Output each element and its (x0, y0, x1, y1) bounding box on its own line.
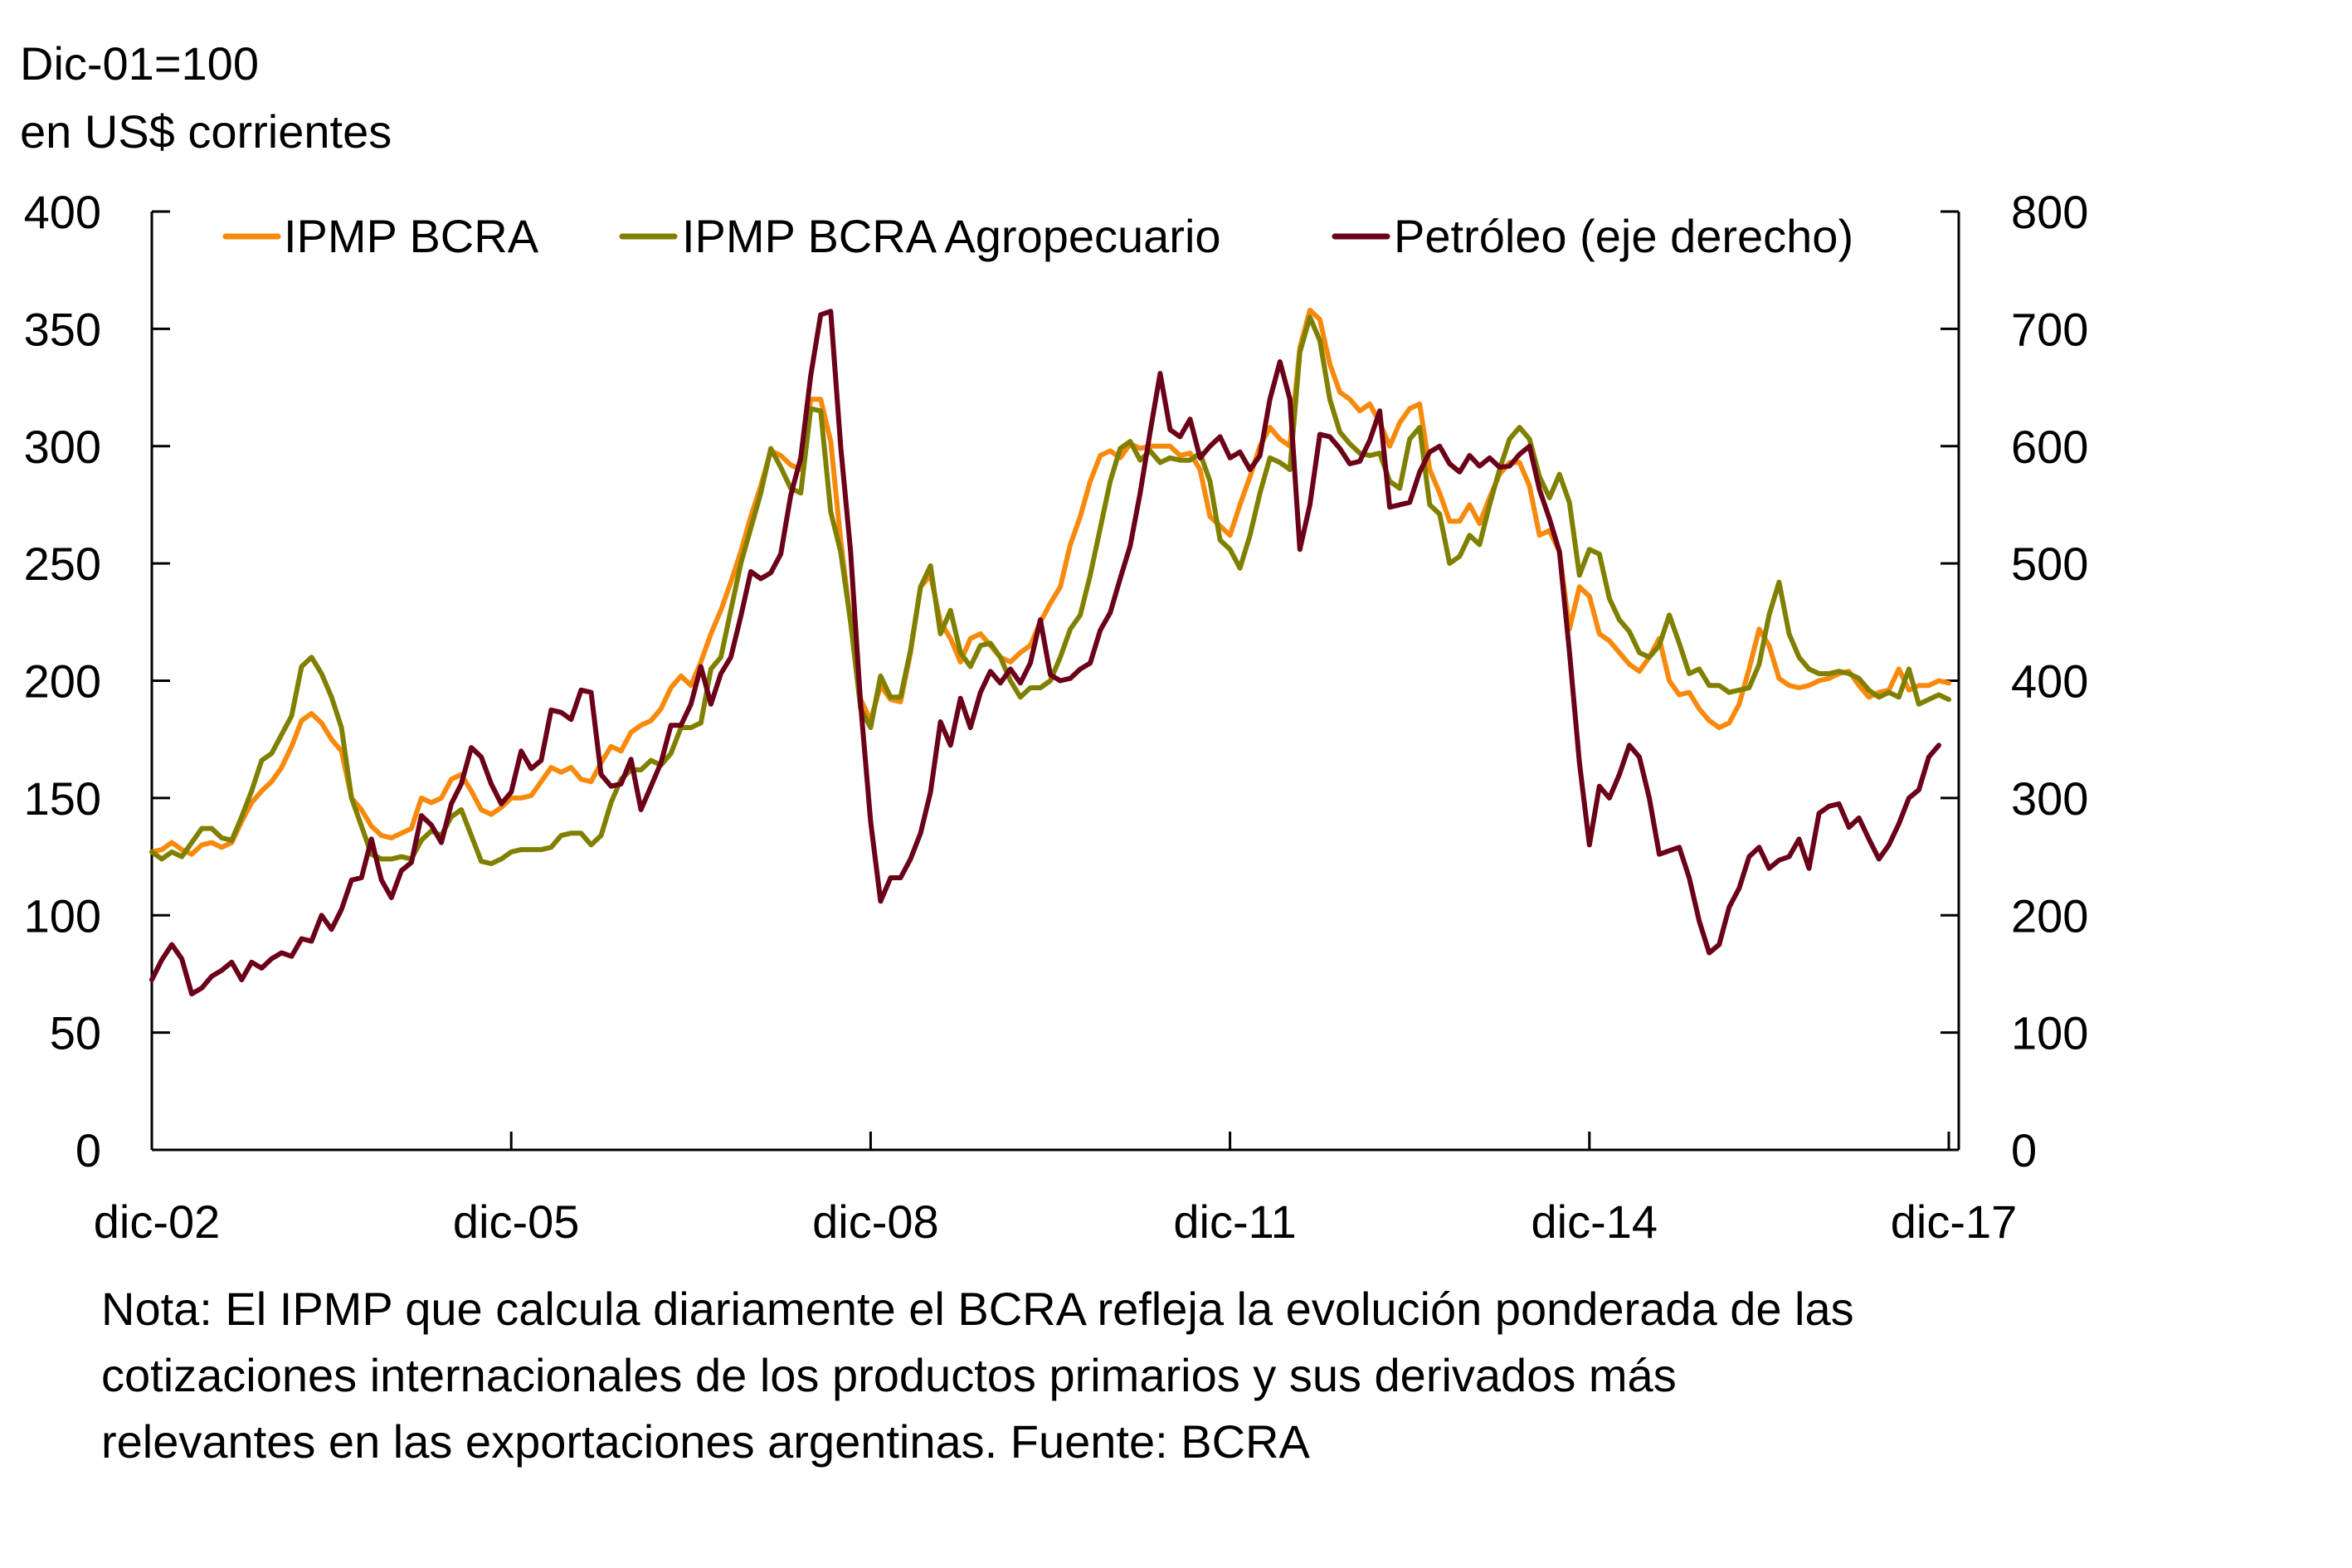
y-left-tick-label: 300 (24, 421, 101, 473)
y-right-tick-label: 200 (2011, 889, 2088, 942)
legend-label: IPMP BCRA (284, 210, 539, 262)
y-left-tick-label: 200 (24, 655, 101, 708)
series-layer (149, 307, 1951, 996)
x-tick-label: dic-17 (1891, 1195, 2018, 1248)
y-left-tick-label: 250 (24, 538, 101, 590)
series-line-ipmp-bcra-agropecuario (149, 314, 1951, 866)
y-left-tick-label: 100 (24, 889, 101, 942)
y-right-tick-label: 600 (2011, 421, 2088, 473)
series-line-petroleo (149, 309, 1941, 996)
y-right-tick-label: 100 (2011, 1007, 2088, 1059)
y-left-tick-label: 0 (75, 1124, 101, 1176)
x-tick-label: dic-02 (94, 1195, 221, 1248)
y-left-tick-label: 350 (24, 303, 101, 355)
y-right-tick-label: 400 (2011, 655, 2088, 708)
chart-note: Nota: El IPMP que calcula diariamente el… (101, 1276, 2175, 1475)
y-right-tick-label: 800 (2011, 186, 2088, 238)
note-line: relevantes en las exportaciones argentin… (101, 1415, 1310, 1468)
y-right-tick-label: 700 (2011, 303, 2088, 355)
y-right-tick-label: 300 (2011, 772, 2088, 825)
series-line-ipmp-bcra (149, 307, 1951, 857)
legend-item: Petróleo (eje derecho) (1332, 210, 1853, 262)
legend-label: Petróleo (eje derecho) (1394, 210, 1853, 262)
y-right-tick-label: 500 (2011, 538, 2088, 590)
y-left-tick-label: 50 (50, 1007, 101, 1059)
x-tick-label: dic-14 (1531, 1195, 1658, 1248)
legend-item: IPMP BCRA (222, 210, 539, 262)
y-left-tick-label: 150 (24, 772, 101, 825)
x-tick-label: dic-05 (453, 1195, 580, 1248)
y-axis-unit-label-line1: Dic-01=100 (20, 37, 259, 90)
y-axis-unit-label-line2: en US$ corrientes (20, 105, 392, 158)
note-line: cotizaciones internacionales de los prod… (101, 1349, 1677, 1401)
y-left-tick-label: 400 (24, 186, 101, 238)
x-tick-label: dic-11 (1173, 1195, 1296, 1248)
legend-label: IPMP BCRA Agropecuario (682, 210, 1221, 262)
legend: IPMP BCRA IPMP BCRA Agropecuario Petróleo … (222, 210, 1853, 262)
x-tick-label: dic-08 (812, 1195, 939, 1248)
legend-item: IPMP BCRA Agropecuario (619, 210, 1221, 262)
y-right-tick-label: 0 (2011, 1124, 2037, 1176)
note-line: Nota: El IPMP que calcula diariamente el… (101, 1283, 1854, 1335)
axes: 0 50 100 150 200 250 300 350 400 0 100 200 300 400 500… (24, 186, 2089, 1248)
